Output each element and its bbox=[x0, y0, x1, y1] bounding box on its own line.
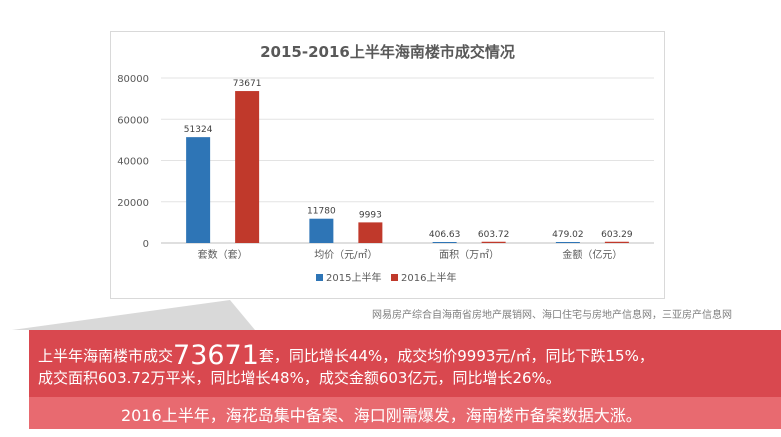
bar bbox=[555, 242, 580, 243]
bar-chart: 0 20000 40000 60000 80000 51324 73671 套数（套） 1178… bbox=[117, 74, 654, 284]
summary-line-1-pre: 上半年海南楼市成交 bbox=[38, 347, 174, 365]
conclusion-text: 2016上半年，海花岛集中备案、海口刚需爆发，海南楼市备案数据大涨。 bbox=[121, 406, 642, 425]
x-tick-label: 套数（套） bbox=[198, 248, 248, 261]
data-label: 73671 bbox=[233, 79, 262, 89]
x-tick-label: 面积（万㎡） bbox=[439, 249, 499, 261]
x-tick-label: 金额（亿元） bbox=[562, 248, 622, 261]
summary-line-1: 上半年海南楼市成交73671套，同比增长44%，成交均价9993元/㎡，同比下跌… bbox=[38, 340, 654, 371]
data-label: 406.63 bbox=[429, 230, 461, 240]
data-label: 11780 bbox=[307, 207, 336, 217]
y-tick-label: 20000 bbox=[117, 198, 149, 209]
data-label: 603.72 bbox=[478, 230, 510, 240]
summary-line-1-post: 套，同比增长44%，成交均价9993元/㎡，同比下跌15%， bbox=[258, 347, 654, 365]
bar bbox=[235, 91, 260, 243]
data-label: 479.02 bbox=[552, 230, 584, 240]
bar bbox=[186, 137, 211, 243]
bar bbox=[309, 218, 334, 243]
conclusion-band: 2016上半年，海花岛集中备案、海口刚需爆发，海南楼市备案数据大涨。 bbox=[29, 397, 781, 429]
x-tick-label: 均价（元/㎡） bbox=[314, 249, 377, 261]
y-tick-label: 40000 bbox=[117, 157, 149, 168]
legend-swatch bbox=[316, 274, 323, 281]
bar bbox=[358, 222, 383, 243]
summary-line-2: 成交面积603.72万平米，同比增长48%，成交金额603亿元，同比增长26%。 bbox=[38, 369, 561, 387]
data-label: 9993 bbox=[359, 210, 382, 220]
legend-swatch bbox=[391, 274, 398, 281]
legend-label: 2016上半年 bbox=[401, 271, 456, 284]
bar bbox=[604, 241, 629, 243]
chart-card: 0 20000 40000 60000 80000 51324 73671 套数（套） 1178… bbox=[110, 31, 665, 299]
summary-highlight-number: 73671 bbox=[173, 340, 259, 371]
y-tick-label: 60000 bbox=[117, 115, 149, 126]
chart-title: 2015-2016上半年海南楼市成交情况 bbox=[260, 43, 515, 61]
legend-label: 2015上半年 bbox=[326, 271, 381, 284]
data-label: 51324 bbox=[184, 125, 213, 135]
y-tick-label: 0 bbox=[143, 239, 149, 250]
bar bbox=[481, 241, 506, 243]
y-tick-label: 80000 bbox=[117, 74, 149, 85]
bar bbox=[432, 242, 457, 243]
source-note: 网易房产综合自海南省房地产展销网、海口住宅与房地产信息网，三亚房产信息网 bbox=[372, 310, 732, 321]
data-label: 603.29 bbox=[601, 230, 633, 240]
